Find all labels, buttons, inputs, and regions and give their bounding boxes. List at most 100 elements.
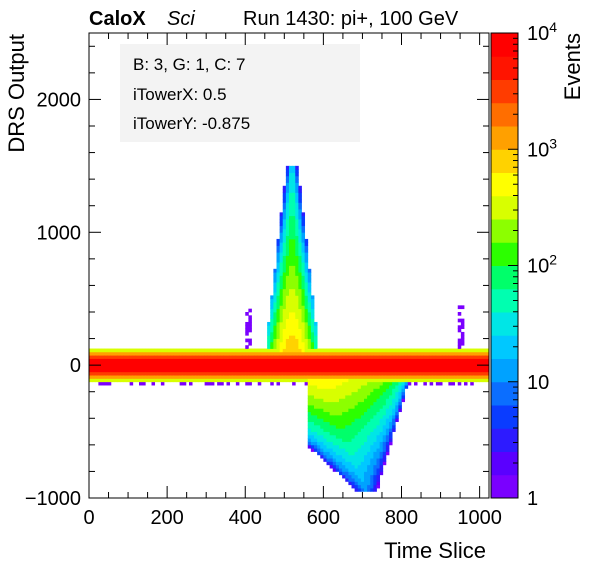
heatmap-bin [270,328,274,333]
heatmap-bin [379,355,384,359]
heatmap-bin [351,355,356,359]
heatmap-bin [267,348,271,353]
heatmap-bin [298,338,302,343]
heatmap-bin [423,355,427,359]
heatmap-bin [329,381,334,386]
heatmap-bin [310,395,315,399]
heatmap-bin [310,424,315,429]
heatmap-bin [179,378,184,383]
heatmap-bin [326,398,331,403]
heatmap-bin [376,418,381,423]
heatmap-bin [317,408,321,413]
heatmap-bin [354,408,359,413]
heatmap-bin [239,365,243,369]
heatmap-bin [285,215,290,220]
heatmap-bin [310,355,315,359]
heatmap-bin [326,371,331,376]
heatmap-bin [267,341,271,346]
heatmap-bin [320,398,324,403]
heatmap-bin [95,348,99,353]
heatmap-bin [326,368,331,373]
heatmap-bin [376,365,381,369]
heatmap-bin [254,371,259,376]
heatmap-bin [151,361,156,366]
heatmap-bin [432,375,437,379]
heatmap-bin [292,209,296,213]
heatmap-bin [101,348,106,353]
heatmap-bin [335,461,340,466]
heatmap-bin [360,424,365,429]
heatmap-bin [285,248,290,253]
heatmap-bin [351,414,356,419]
heatmap-bin [298,212,302,217]
heatmap-bin [329,444,334,449]
heatmap-bin [348,414,352,419]
heatmap-bin [304,321,309,326]
heatmap-bin [276,282,281,286]
heatmap-bin [245,368,249,373]
heatmap-bin [448,371,452,376]
heatmap-bin [264,348,268,353]
heatmap-bin [98,378,102,383]
heatmap-bin [342,401,346,406]
heatmap-bin [185,368,190,373]
heatmap-bin [289,272,293,276]
heatmap-bin [107,378,112,383]
heatmap-bin [385,401,390,406]
heatmap-bin [135,375,140,379]
heatmap-bin [314,341,318,346]
heatmap-bin [185,375,190,379]
heatmap-bin [207,348,212,353]
heatmap-bin [214,358,218,363]
heatmap-bin [254,368,259,373]
heatmap-bin [389,361,393,366]
heatmap-bin [282,192,287,197]
heatmap-bin [151,355,156,359]
heatmap-bin [373,431,377,436]
heatmap-bin [151,371,156,376]
heatmap-bin [323,448,327,452]
heatmap-bin [154,378,159,383]
heatmap-bin [357,398,362,403]
heatmap-bin [385,438,390,442]
heatmap-bin [392,355,396,359]
y-tick-label: 0 [70,355,81,377]
heatmap-bin [301,355,306,359]
heatmap-bin [204,351,209,356]
heatmap-bin [379,348,384,353]
heatmap-bin [170,371,174,376]
heatmap-bin [342,458,346,462]
heatmap-bin [273,308,277,313]
heatmap-bin [279,368,284,373]
heatmap-bin [329,378,334,383]
heatmap-bin [470,375,474,379]
heatmap-bin [357,461,362,466]
heatmap-bin [417,348,421,353]
heatmap-bin [345,464,349,469]
heatmap-bin [345,351,349,356]
heatmap-bin [98,368,102,373]
heatmap-bin [282,252,287,256]
heatmap-bin [351,378,356,383]
heatmap-bin [307,395,312,399]
z-tick-label: 1 [527,488,538,510]
heatmap-bin [307,424,312,429]
heatmap-bin [154,358,159,363]
heatmap-bin [295,175,299,180]
heatmap-bin [185,371,190,376]
heatmap-bin [307,368,312,373]
heatmap-bin [379,444,384,449]
heatmap-bin [204,348,209,353]
heatmap-bin [332,424,337,429]
heatmap-bin [326,451,331,456]
heatmap-bin [132,348,137,353]
x-tick-label: 800 [385,507,418,529]
heatmap-bin [367,474,371,479]
heatmap-bin [282,321,287,326]
heatmap-bin [214,351,218,356]
heatmap-bin [464,361,468,366]
heatmap-bin [289,368,293,373]
heatmap-bin [373,461,377,466]
heatmap-bin [129,361,134,366]
heatmap-bin [354,461,359,466]
